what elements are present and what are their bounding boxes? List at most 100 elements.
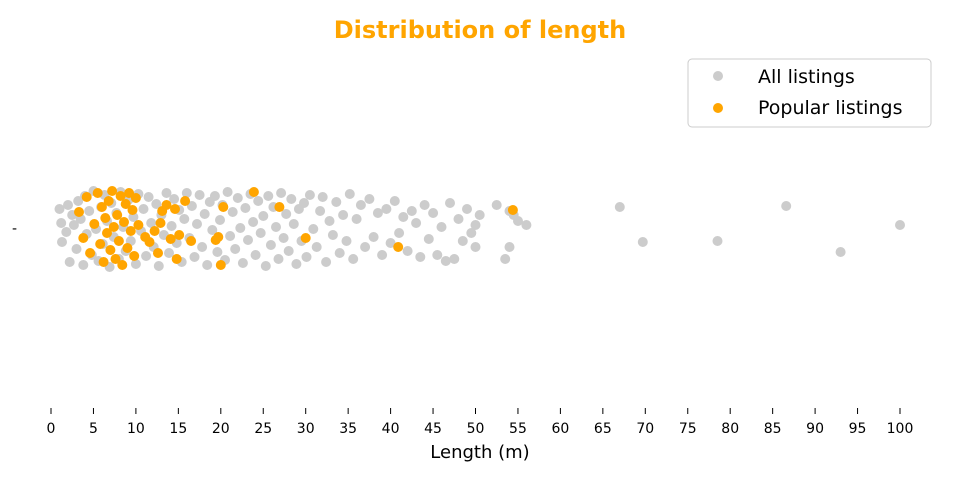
x-tick-label: 90	[806, 421, 824, 437]
all-listing-point	[78, 260, 89, 270]
all-listing-point	[389, 196, 400, 206]
popular-listing-point	[171, 254, 182, 264]
popular-listing-point	[130, 193, 141, 203]
all-listing-point	[308, 224, 319, 234]
popular-listing-point	[213, 232, 224, 242]
all-listing-point	[181, 188, 192, 198]
all-listing-point	[385, 238, 396, 248]
all-listing-point	[315, 206, 326, 216]
all-listing-point	[248, 217, 259, 227]
all-listing-point	[781, 201, 792, 211]
all-listing-point	[491, 200, 502, 210]
popular-listing-point	[161, 200, 172, 210]
all-listing-point	[189, 252, 200, 262]
x-tick-label: 5	[89, 421, 98, 437]
all-listing-point	[202, 260, 213, 270]
popular-listing-point	[127, 205, 138, 215]
all-listing-point	[192, 219, 202, 229]
all-listing-point	[130, 259, 141, 269]
all-listing-point	[255, 228, 266, 238]
popular-listing-point	[102, 228, 112, 238]
popular-listing-point	[112, 210, 123, 220]
all-listing-point	[212, 247, 223, 257]
x-tick-label: 95	[849, 421, 867, 437]
x-tick-label: 40	[382, 421, 400, 437]
all-listing-point	[411, 218, 422, 228]
all-listing-point	[199, 209, 210, 219]
all-listing-point	[138, 204, 149, 214]
all-listing-point	[895, 220, 905, 230]
all-listing-point	[235, 223, 246, 233]
all-listing-point	[331, 197, 342, 207]
popular-listing-point	[103, 196, 114, 206]
popular-listing-point	[110, 254, 121, 264]
all-listing-point	[222, 187, 233, 197]
all-listing-point	[265, 240, 276, 250]
legend-label-popular-listings: Popular listings	[758, 97, 902, 119]
popular-listing-point	[125, 226, 136, 236]
x-tick-label: 55	[509, 421, 527, 437]
all-listing-point	[311, 242, 322, 252]
all-listing-point	[348, 254, 359, 264]
all-listing-point	[377, 250, 388, 260]
all-listing-point	[398, 212, 409, 222]
all-listing-point	[449, 254, 460, 264]
x-tick-label: 75	[679, 421, 697, 437]
popular-listing-point	[170, 204, 180, 214]
popular-listing-point	[100, 213, 111, 223]
x-tick-label: 50	[467, 421, 485, 437]
popular-listing-point	[174, 230, 185, 240]
popular-listing-point	[78, 233, 89, 243]
x-tick-label: 80	[721, 421, 739, 437]
popular-listing-point	[215, 260, 226, 270]
all-listing-point	[286, 194, 297, 204]
all-listing-point	[56, 218, 67, 228]
all-listing-point	[225, 231, 236, 241]
all-listing-point	[835, 247, 846, 257]
all-listing-point	[440, 256, 451, 266]
popular-listing-point	[507, 205, 518, 215]
all-listing-point	[334, 248, 345, 258]
popular-listing-point	[133, 220, 144, 230]
x-tick-label: 20	[212, 421, 230, 437]
all-listing-point	[432, 250, 443, 260]
popular-listing-point	[81, 192, 92, 202]
x-tick-label: 30	[297, 421, 315, 437]
popular-listing-point	[248, 187, 259, 197]
legend-marker-popular-listings	[713, 103, 723, 113]
all-listing-point	[321, 257, 332, 267]
all-listing-point	[317, 192, 328, 202]
popular-listing-point	[115, 191, 126, 201]
all-listing-point	[445, 198, 455, 208]
all-listing-point	[260, 261, 271, 271]
legend-box	[687, 58, 932, 128]
popular-listing-point	[108, 222, 119, 232]
all-listing-point	[146, 218, 157, 228]
popular-listing-point	[85, 248, 96, 258]
popular-listing-point	[74, 207, 84, 217]
popular-listing-point	[119, 217, 129, 227]
popular-listing-point	[95, 239, 106, 249]
all-listing-point	[360, 242, 371, 252]
all-listing-point	[474, 210, 485, 220]
all-listing-point	[240, 203, 251, 213]
all-listing-point	[57, 237, 67, 247]
all-listing-point	[215, 215, 225, 225]
popular-listing-point	[122, 243, 133, 253]
popular-listing-point	[92, 188, 103, 198]
popular-listing-point	[89, 219, 100, 229]
all-listing-point	[381, 204, 392, 214]
x-tick-label: 35	[339, 421, 357, 437]
x-tick-label: 45	[424, 421, 442, 437]
x-axis-label: Length (m)	[430, 442, 529, 463]
all-listing-point	[54, 204, 65, 214]
all-listing-point	[406, 206, 417, 216]
all-listing-point	[470, 220, 481, 230]
all-listing-point	[276, 188, 287, 198]
popular-listing-point	[393, 242, 404, 252]
all-listing-point	[271, 222, 281, 232]
all-listing-point	[394, 228, 405, 238]
points-layer	[54, 186, 905, 272]
all-listing-point	[288, 219, 299, 229]
all-listing-point	[415, 252, 426, 262]
